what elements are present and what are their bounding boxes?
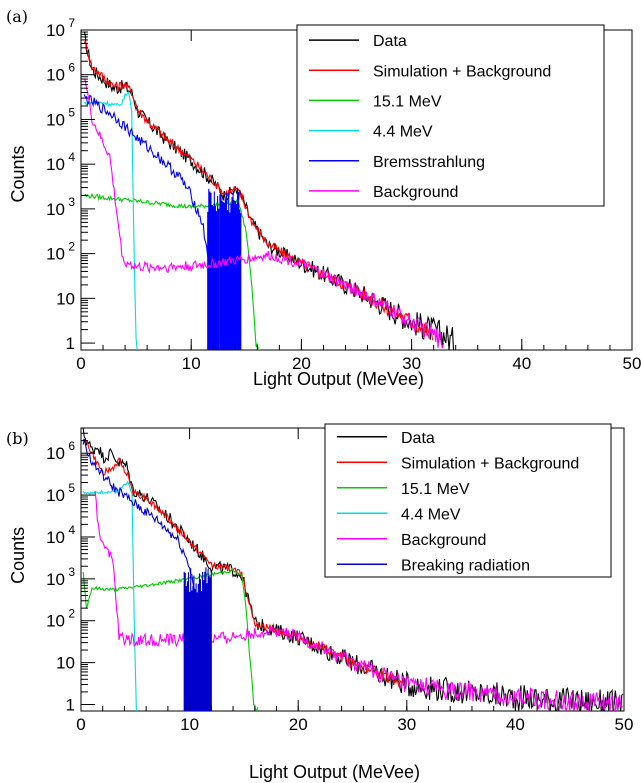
y-tick-label: 10 <box>56 654 75 673</box>
y-tick-base: 10 <box>46 570 65 589</box>
y-tick-label: 10 <box>46 200 65 219</box>
legend-entry: Background <box>373 184 458 201</box>
series-line-4-4-mev <box>82 480 137 711</box>
y-tick-label: 10 <box>46 528 65 547</box>
series-line-background <box>83 78 445 349</box>
y-tick-label: 10 <box>46 155 65 174</box>
y-tick-base: 10 <box>46 155 65 174</box>
x-tick-label: 0 <box>76 715 85 734</box>
y-tick-base: 10 <box>56 654 75 673</box>
x-tick-label: 0 <box>76 354 85 373</box>
y-tick-exponent: 5 <box>68 105 75 119</box>
y-tick-label: 10 <box>46 21 65 40</box>
y-tick-exponent: 2 <box>68 607 75 621</box>
y-tick-label: 1 <box>66 334 75 353</box>
y-tick-exponent: 3 <box>68 565 75 579</box>
y-tick-exponent: 5 <box>68 481 75 495</box>
legend-entry: Data <box>401 430 435 447</box>
y-tick-label: 10 <box>46 486 65 505</box>
legend-entry: Bremsstrahlung <box>373 154 485 171</box>
y-tick-label: 10 <box>46 66 65 85</box>
series-line-simulation-background <box>82 438 407 688</box>
x-tick-label: 10 <box>180 715 199 734</box>
y-tick-exponent: 3 <box>68 195 75 209</box>
y-tick-exponent: 2 <box>68 240 75 254</box>
y-tick-label: 10 <box>56 289 75 308</box>
y-tick-exponent: 6 <box>68 61 75 75</box>
legend-entry: 15.1 MeV <box>373 93 442 110</box>
legend-entry: Simulation + Background <box>401 455 579 472</box>
x-tick-label: 20 <box>292 354 311 373</box>
y-tick-label: 10 <box>46 612 65 631</box>
y-tick-base: 10 <box>46 444 65 463</box>
series-line-4-4-mev <box>84 91 138 350</box>
y-tick-base: 1 <box>66 334 75 353</box>
x-tick-label: 50 <box>623 354 642 373</box>
series-group <box>82 428 624 711</box>
legend-entry: Breaking radiation <box>401 557 530 574</box>
legend-entry: Background <box>401 532 486 549</box>
y-tick-base: 10 <box>46 21 65 40</box>
x-tick-label: 40 <box>506 715 525 734</box>
legend-box <box>324 423 612 578</box>
x-tick-label: 30 <box>402 354 421 373</box>
x-tick-label: 40 <box>512 354 531 373</box>
x-axis-title: Light Output (MeVee) <box>249 762 420 782</box>
series-line-bremsstrahlung <box>83 94 242 350</box>
series-line-breaking-radiation <box>82 439 212 711</box>
y-tick-label: 10 <box>46 444 65 463</box>
y-tick-exponent: 4 <box>68 523 75 537</box>
x-axis-title: Light Output (MeVee) <box>253 369 424 389</box>
y-tick-base: 10 <box>46 110 65 129</box>
legend-entry: Data <box>373 33 407 50</box>
legend-entry: 15.1 MeV <box>401 481 470 498</box>
legend-entry: 4.4 MeV <box>401 506 461 523</box>
legend-entry: 4.4 MeV <box>373 124 433 141</box>
y-tick-base: 10 <box>46 66 65 85</box>
y-tick-base: 1 <box>66 696 75 715</box>
panel-label: (a) <box>6 7 28 26</box>
x-tick-label: 10 <box>182 354 201 373</box>
x-tick-label: 50 <box>615 715 634 734</box>
y-tick-base: 10 <box>46 612 65 631</box>
y-tick-base: 10 <box>46 486 65 505</box>
legend-entry: Simulation + Background <box>373 63 551 80</box>
y-tick-base: 10 <box>56 289 75 308</box>
panel-label: (b) <box>6 429 29 448</box>
y-tick-base: 10 <box>46 245 65 264</box>
y-tick-exponent: 7 <box>68 16 75 30</box>
y-tick-exponent: 6 <box>68 439 75 453</box>
y-axis-title: Counts <box>8 527 28 584</box>
y-tick-base: 10 <box>46 528 65 547</box>
y-tick-label: 10 <box>46 110 65 129</box>
y-tick-label: 10 <box>46 570 65 589</box>
y-tick-exponent: 4 <box>68 150 75 164</box>
y-tick-base: 10 <box>46 200 65 219</box>
legend-box <box>296 24 605 207</box>
series-line-15-1-mev <box>82 568 259 711</box>
y-tick-label: 1 <box>66 696 75 715</box>
series-line-15-1-mev <box>83 192 260 350</box>
x-tick-label: 20 <box>289 715 308 734</box>
y-tick-label: 10 <box>46 245 65 264</box>
y-axis-title: Counts <box>8 145 28 202</box>
series-group <box>83 31 455 350</box>
series-line-background <box>94 491 624 711</box>
x-tick-label: 30 <box>397 715 416 734</box>
